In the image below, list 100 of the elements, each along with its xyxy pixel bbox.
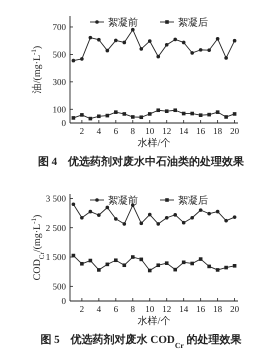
point xyxy=(224,115,228,119)
point xyxy=(232,38,236,42)
point xyxy=(156,263,160,268)
point xyxy=(182,112,186,116)
x-tick-label: 14 xyxy=(179,304,189,314)
point xyxy=(216,36,220,41)
y-tick-label: 2 500 xyxy=(46,222,66,233)
point xyxy=(97,268,101,272)
x-tick-label: 18 xyxy=(213,304,223,314)
text: 图 4 优选药剂对废水中石油类的处理效果 xyxy=(38,155,246,168)
point xyxy=(224,56,228,60)
point xyxy=(114,258,118,262)
point xyxy=(173,108,178,112)
point xyxy=(139,115,144,120)
point xyxy=(190,262,194,266)
x-tick-label: 18 xyxy=(213,126,223,136)
x-tick-label: 8 xyxy=(130,304,136,314)
point xyxy=(156,108,160,112)
point xyxy=(80,262,84,266)
point xyxy=(156,222,160,226)
y-tick-label: 0 xyxy=(62,296,66,306)
x-tick-label: 12 xyxy=(162,126,172,136)
point xyxy=(80,216,84,220)
x-tick-label: 20 xyxy=(230,304,240,314)
legend-label: 絮凝前 xyxy=(108,16,138,28)
point xyxy=(148,112,152,116)
point xyxy=(72,202,76,206)
point xyxy=(130,115,135,119)
point xyxy=(88,258,92,262)
point xyxy=(148,39,152,43)
point xyxy=(164,109,169,114)
y-tick-label: 700 xyxy=(52,22,66,32)
point xyxy=(88,116,92,120)
point xyxy=(130,28,135,32)
point xyxy=(224,266,228,270)
point xyxy=(72,58,76,62)
point xyxy=(72,116,76,120)
point xyxy=(114,38,118,42)
point xyxy=(164,43,169,47)
point xyxy=(80,57,84,61)
y-tick-label: 3 500 xyxy=(46,194,66,204)
point xyxy=(207,264,211,268)
point xyxy=(173,213,178,217)
x-tick-label: 4 xyxy=(96,304,102,314)
y-tick-label: 0 xyxy=(62,118,66,128)
point xyxy=(80,113,84,117)
x-tick-label: 4 xyxy=(96,126,102,136)
y-tick-label: 500 xyxy=(52,50,66,60)
point xyxy=(198,208,202,212)
point xyxy=(182,260,186,264)
x-tick-label: 16 xyxy=(196,304,206,314)
point xyxy=(182,40,186,44)
x-axis-title: 水样/个 xyxy=(138,315,170,327)
point xyxy=(122,263,126,268)
x-tick-label: 6 xyxy=(114,304,119,314)
point xyxy=(190,51,194,55)
point xyxy=(106,114,110,118)
y-tick-label: 1 500 xyxy=(46,252,66,262)
point xyxy=(97,38,101,42)
point xyxy=(106,206,110,210)
x-tick-label: 10 xyxy=(145,126,155,136)
point xyxy=(148,268,152,272)
point xyxy=(164,216,169,220)
point xyxy=(232,215,236,219)
point xyxy=(207,112,211,116)
point xyxy=(173,38,178,42)
legend-label: 絮凝后 xyxy=(178,194,208,206)
point xyxy=(139,47,144,51)
point xyxy=(106,48,110,52)
point xyxy=(198,48,202,52)
x-tick-label: 6 xyxy=(114,126,119,136)
point xyxy=(198,113,202,117)
point xyxy=(216,110,220,114)
x-tick-label: 2 xyxy=(80,126,84,136)
point xyxy=(232,112,236,116)
point xyxy=(106,262,110,266)
point xyxy=(122,222,126,226)
point xyxy=(88,36,92,40)
point xyxy=(122,112,126,116)
x-tick-label: 2 xyxy=(80,304,84,314)
x-tick-label: 8 xyxy=(130,126,136,136)
x-tick-label: 14 xyxy=(179,126,189,136)
text: 图 5 优选药剂对废水 COD$_{Cr}$ 的处理效果 xyxy=(40,333,243,350)
point xyxy=(130,255,135,259)
point xyxy=(122,40,126,44)
point xyxy=(156,54,160,58)
point xyxy=(216,268,220,272)
point xyxy=(114,110,118,114)
legend-label: 絮凝前 xyxy=(108,194,138,206)
point xyxy=(198,257,202,261)
point xyxy=(88,210,92,214)
point xyxy=(114,217,118,221)
point xyxy=(97,114,101,118)
point xyxy=(97,213,101,217)
y-tick-label: 100 xyxy=(52,104,66,114)
x-axis-title: 水样/个 xyxy=(138,137,170,149)
point xyxy=(139,222,144,226)
point xyxy=(148,212,152,216)
y-tick-label: 300 xyxy=(52,76,66,87)
point xyxy=(182,220,186,225)
